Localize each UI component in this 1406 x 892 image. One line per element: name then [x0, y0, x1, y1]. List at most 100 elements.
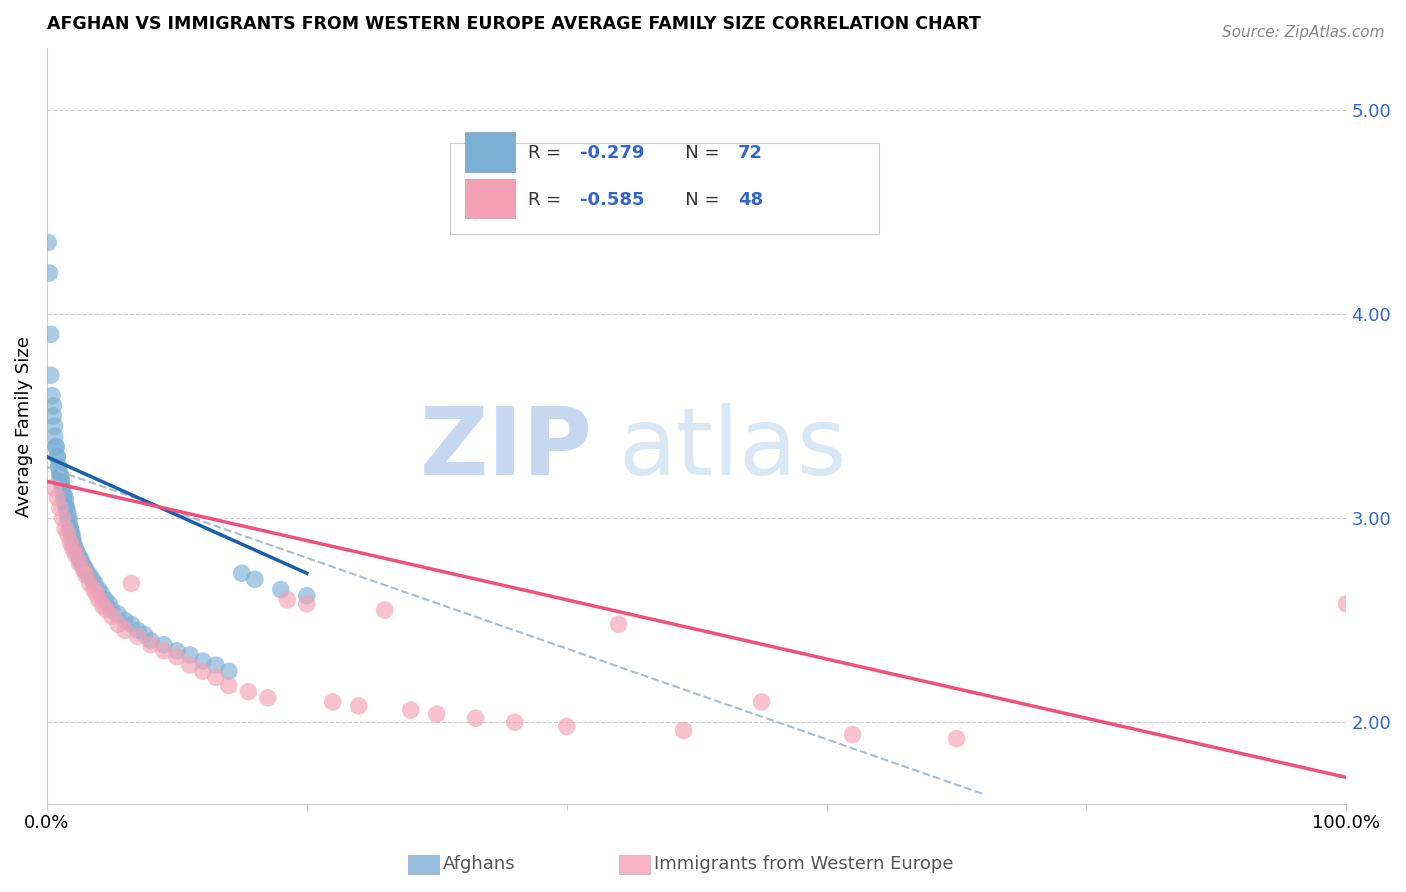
Point — [48, 460, 70, 475]
Point — [114, 624, 136, 638]
Point — [101, 609, 124, 624]
Point — [56, 511, 79, 525]
Text: 72: 72 — [738, 144, 763, 161]
Point — [83, 582, 105, 597]
Point — [75, 562, 97, 576]
Point — [101, 603, 124, 617]
Point — [67, 548, 90, 562]
Point — [243, 573, 266, 587]
Point — [42, 480, 65, 494]
Point — [39, 368, 62, 383]
Text: N =: N = — [668, 191, 725, 209]
Point — [841, 727, 863, 741]
Point — [63, 538, 86, 552]
Point — [67, 556, 90, 570]
Point — [51, 470, 73, 484]
Point — [65, 541, 87, 556]
Point — [98, 597, 121, 611]
Point — [59, 535, 82, 549]
Point — [58, 515, 80, 529]
Point — [53, 521, 76, 535]
Point — [73, 562, 96, 576]
Point — [139, 633, 162, 648]
Point — [53, 491, 76, 505]
Text: AFGHAN VS IMMIGRANTS FROM WESTERN EUROPE AVERAGE FAMILY SIZE CORRELATION CHART: AFGHAN VS IMMIGRANTS FROM WESTERN EUROPE… — [46, 15, 980, 33]
Point — [945, 731, 967, 746]
Point — [79, 576, 101, 591]
Point — [399, 703, 422, 717]
Point — [48, 460, 70, 475]
Point — [90, 587, 112, 601]
Point — [120, 617, 142, 632]
Point — [503, 715, 526, 730]
Point — [218, 665, 240, 679]
Text: -0.585: -0.585 — [579, 191, 644, 209]
Point — [62, 532, 84, 546]
Point — [114, 613, 136, 627]
Point — [555, 719, 578, 733]
Point — [94, 592, 117, 607]
Point — [751, 695, 773, 709]
Point — [51, 480, 73, 494]
Point — [179, 648, 201, 662]
Point — [179, 658, 201, 673]
Point — [44, 429, 66, 443]
Point — [256, 690, 278, 705]
Point — [374, 603, 396, 617]
Point — [62, 535, 84, 549]
Point — [82, 573, 104, 587]
Point — [295, 597, 318, 611]
Point — [69, 552, 91, 566]
Point — [1336, 597, 1358, 611]
Point — [49, 466, 72, 480]
Point — [295, 589, 318, 603]
Text: ZIP: ZIP — [420, 403, 593, 495]
Text: Source: ZipAtlas.com: Source: ZipAtlas.com — [1222, 25, 1385, 40]
Point — [59, 521, 82, 535]
Text: N =: N = — [668, 144, 725, 161]
Point — [107, 617, 129, 632]
Point — [87, 592, 110, 607]
Point — [62, 541, 84, 556]
Point — [87, 582, 110, 597]
FancyBboxPatch shape — [465, 179, 515, 219]
Point — [52, 486, 75, 500]
Point — [76, 566, 98, 581]
Point — [53, 495, 76, 509]
Point — [276, 592, 298, 607]
Point — [55, 500, 77, 515]
Point — [134, 627, 156, 641]
Point — [66, 546, 89, 560]
Point — [52, 491, 75, 505]
Point — [238, 684, 260, 698]
Point — [127, 624, 149, 638]
Point — [46, 450, 69, 464]
Point — [58, 511, 80, 525]
Point — [672, 723, 695, 738]
Point — [65, 548, 87, 562]
Point — [46, 450, 69, 464]
Point — [205, 658, 228, 673]
Y-axis label: Average Family Size: Average Family Size — [15, 335, 32, 516]
Point — [607, 617, 630, 632]
Point — [67, 552, 90, 566]
Point — [56, 505, 79, 519]
Point — [42, 409, 65, 423]
Point — [218, 679, 240, 693]
Point — [37, 235, 59, 250]
Point — [347, 698, 370, 713]
Point — [59, 521, 82, 535]
Point — [166, 644, 188, 658]
Point — [205, 670, 228, 684]
Point — [464, 711, 486, 725]
Point — [41, 388, 63, 402]
Point — [72, 562, 94, 576]
Point — [120, 576, 142, 591]
Point — [96, 603, 118, 617]
Point — [49, 500, 72, 515]
Text: atlas: atlas — [619, 403, 846, 495]
Point — [153, 644, 176, 658]
Point — [270, 582, 292, 597]
Point — [55, 500, 77, 515]
Point — [127, 630, 149, 644]
